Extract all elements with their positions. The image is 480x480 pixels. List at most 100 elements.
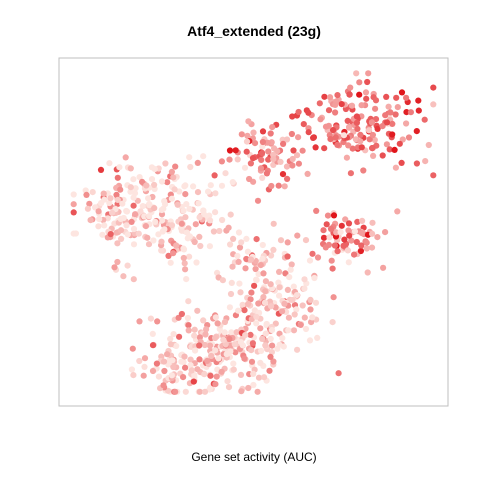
data-point [347,84,354,91]
data-point [226,304,233,311]
data-point [239,301,246,308]
data-point [379,123,386,130]
data-point [170,363,177,371]
data-point [334,141,341,148]
data-point [272,320,279,327]
data-point [284,239,291,246]
data-point [415,107,422,114]
data-point [231,341,238,348]
data-point [191,332,198,339]
data-point [276,330,283,337]
data-point [257,165,265,172]
data-point [155,231,162,238]
data-point [200,211,208,218]
data-point [259,255,266,262]
data-point [259,138,266,146]
data-point [354,125,361,132]
data-point [249,155,257,162]
data-point [392,111,399,118]
data-point [301,314,308,321]
data-point [358,230,365,237]
data-point [109,209,116,216]
data-point [170,174,177,181]
data-point [324,212,332,219]
data-point [329,265,336,272]
data-point [394,208,401,215]
data-point [253,313,260,320]
data-point [213,373,220,380]
data-point [275,182,282,189]
data-point [341,236,348,243]
data-point [106,199,113,207]
data-point [393,94,400,101]
data-point [259,149,266,157]
data-point [154,318,161,325]
data-point [127,188,134,195]
data-point [150,237,157,244]
data-point [181,260,188,267]
data-point [183,201,190,208]
data-point [325,241,332,248]
data-point [118,235,125,242]
data-point [168,372,175,379]
data-point [370,152,377,159]
data-point [351,228,359,235]
data-point [369,219,376,226]
data-point [321,93,328,100]
data-point [312,299,320,306]
data-point [245,300,252,307]
data-point [329,319,336,326]
data-point [261,299,269,306]
data-point [338,222,345,229]
data-point [321,145,328,152]
data-point [164,351,171,358]
data-point [225,224,232,231]
data-point [288,261,295,268]
data-point [95,208,102,215]
data-point [139,203,146,210]
data-point [173,342,180,350]
data-point [219,216,226,224]
data-point [325,107,333,114]
data-point [141,355,149,362]
data-point [195,200,202,207]
data-point [267,335,274,342]
data-point [275,279,282,286]
data-point [306,257,314,264]
data-point [180,207,187,214]
data-point [245,384,252,392]
data-point [130,202,137,209]
data-point [345,259,352,266]
data-point [289,113,296,120]
data-point [366,136,373,143]
data-point [95,223,102,230]
data-point [225,384,233,391]
data-point [289,162,296,169]
data-point [124,262,131,269]
data-point [232,147,239,154]
data-point [70,209,77,216]
data-point [123,222,130,229]
data-point [249,340,256,347]
data-point [128,366,135,373]
data-point [221,329,228,336]
data-point [122,154,129,161]
data-point [192,221,199,228]
data-point [248,358,256,365]
data-point [337,229,344,236]
data-point [340,242,347,249]
data-point [201,371,208,378]
data-point [267,281,274,288]
data-point [269,342,276,349]
data-point [257,325,264,332]
data-point [354,218,361,225]
data-point [389,131,396,138]
data-point [294,232,301,239]
data-point [83,191,90,198]
data-point [357,247,364,255]
data-point [70,201,77,208]
data-point [425,141,432,149]
data-point [347,170,354,177]
data-point [363,95,370,102]
